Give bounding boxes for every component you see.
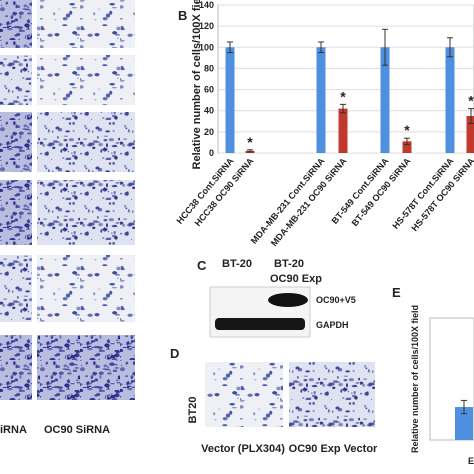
micrograph [37,0,135,48]
band-label: OC90+V5 [316,295,356,305]
lane-label: BT-20 [274,258,304,270]
caption: Vector (PLX304) [201,443,285,455]
y-tick-label: 40 [204,106,214,116]
micrograph [37,112,135,172]
panel-letter: B [178,8,187,23]
plot-area [429,317,474,441]
y-tick-label: 140 [199,0,214,10]
micrograph [0,180,32,245]
micrograph [37,335,135,400]
y-tick-label: 120 [199,21,214,31]
micrograph [0,55,32,105]
lane-label: BT-20 [222,258,252,270]
micrographs [0,0,375,427]
y-axis-label: Relative number of cells/100X field [410,305,420,453]
panel-a-label: iRNA [0,424,27,436]
band-label: GAPDH [316,320,349,330]
annotation: * [340,88,346,104]
blot-band [215,318,305,330]
micrograph [0,335,32,400]
micrograph [0,255,32,322]
micrograph [289,362,375,427]
micrograph [37,180,135,245]
y-tick-label: 100 [199,42,214,52]
bar [316,47,326,153]
panel-letter: E [392,285,401,300]
annotation: * [247,134,253,150]
lane-label: OC90 Exp [270,273,322,285]
x-tick-label: Empty V [468,456,474,466]
bar [402,141,412,153]
panel-letter: D [170,346,179,361]
micrograph [205,362,283,427]
caption: OC90 Exp Vector [289,443,378,455]
bar [338,108,348,153]
micrograph [37,255,135,322]
annotation: * [404,122,410,138]
bar [445,47,455,153]
bar [466,116,474,153]
micrograph [37,55,135,105]
y-tick-label: 20 [204,127,214,137]
bar [225,47,235,153]
panel-a-label: OC90 SiRNA [44,424,110,436]
annotation: * [468,93,474,109]
micrograph [0,0,32,48]
y-tick-label: 80 [204,63,214,73]
y-axis-label: Relative number of cells/100X field [191,0,203,169]
micrograph [0,112,32,172]
panel-letter: C [197,258,207,273]
y-tick-label: 0 [209,148,214,158]
bar [455,407,473,440]
bar [380,47,390,153]
y-tick-label: 60 [204,85,214,95]
row-label: BT20 [187,397,199,424]
blot-band [268,293,308,307]
